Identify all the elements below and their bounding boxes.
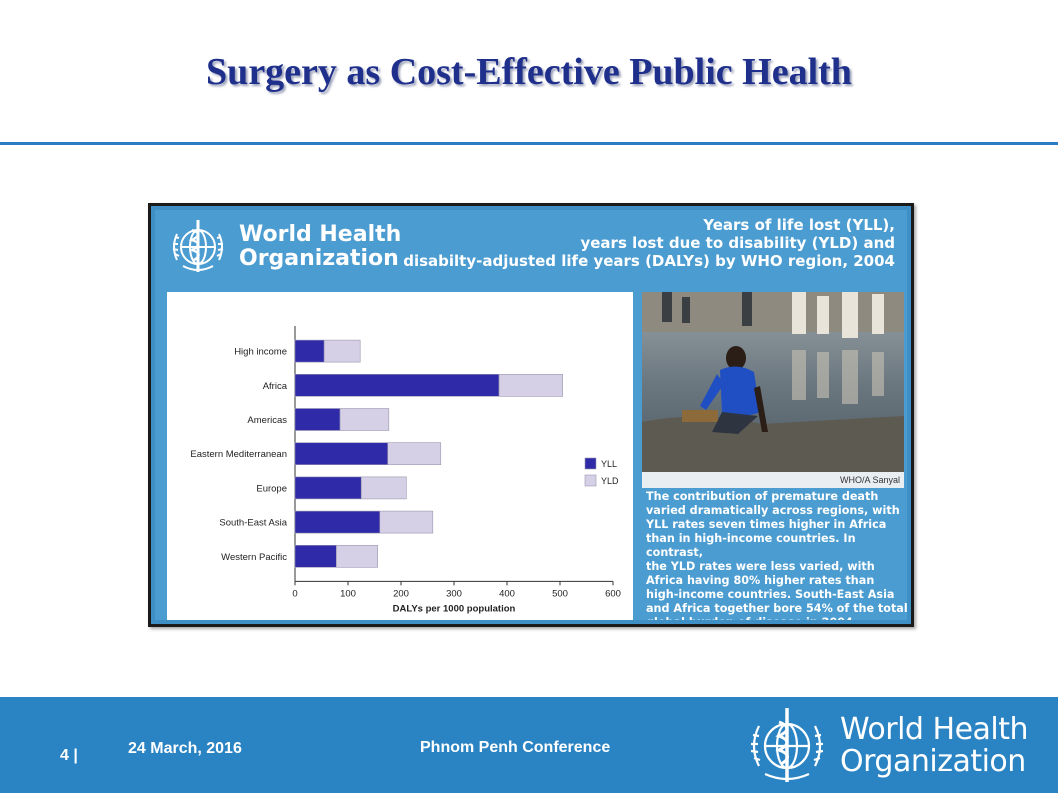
caption-line: high-income countries. South-East Asia: [646, 588, 895, 601]
footer-org-name-line2: Organization: [840, 744, 1026, 779]
legend-swatch-yld: [584, 474, 597, 487]
bar-yll-1: [294, 374, 500, 397]
daly-bar-chart: High income Africa Americas Eastern Mediter…: [190, 326, 621, 614]
page-number: 4 |: [60, 747, 78, 764]
caption-line: than in high-income countries. In contra…: [646, 532, 856, 559]
legend-label-yld: YLD: [601, 476, 619, 486]
bar-yld-2: [339, 408, 390, 431]
who-emblem-icon: [750, 708, 824, 782]
caption-line: varied dramatically across regions, with: [646, 504, 900, 517]
caption-line: global burden of disease in 2004,: [646, 616, 907, 620]
caption-line: and Africa together bore 54% of the tota…: [646, 602, 907, 615]
bar-yld-3: [387, 442, 442, 465]
category-label-0: High income: [234, 347, 287, 358]
event-name: Phnom Penh Conference: [420, 739, 611, 756]
footer-divider: [0, 693, 1058, 697]
photo-boy-in-flood: [642, 292, 904, 472]
bar-yld-1: [498, 374, 563, 397]
bar-yld-4: [360, 476, 407, 500]
category-label-4: Europe: [256, 483, 287, 494]
category-label-3: Eastern Mediterranean: [190, 449, 287, 460]
legend-label-yll: YLL: [601, 459, 617, 469]
x-tick-label-3: 300: [446, 588, 462, 599]
poster-heading-line1: Years of life lost (YLL),: [703, 216, 895, 234]
bar-yll-4: [294, 476, 362, 500]
poster-heading: Years of life lost (YLL), years lost due…: [403, 216, 895, 270]
poster-heading-line2: years lost due to disability (YLD) and: [580, 234, 895, 252]
title-divider: [0, 142, 1058, 145]
category-label-6: Western Pacific: [221, 552, 287, 563]
category-label-2: Americas: [247, 415, 287, 426]
bar-yll-2: [294, 408, 341, 431]
bar-yll-5: [294, 510, 381, 534]
poster-heading-line3: disabilty-adjusted life years (DALYs) by…: [403, 252, 895, 270]
photo-credit: WHO/A Sanyal: [642, 472, 904, 488]
who-emblem-icon: [172, 220, 224, 272]
poster-org-name-line2: Organization: [239, 246, 399, 271]
x-tick-label-4: 400: [499, 588, 515, 599]
x-tick-label-2: 200: [393, 588, 409, 599]
caption-line: Africa having 80% higher rates than: [646, 574, 875, 587]
x-tick-label-6: 600: [605, 588, 621, 599]
chart-panel: High income Africa Americas Eastern Mediter…: [167, 292, 633, 620]
x-tick-label-5: 500: [552, 588, 568, 599]
slide-footer: 4 | 24 March, 2016 Phnom Penh Conference: [0, 697, 1058, 793]
slide-title: Surgery as Cost-Effective Public Health: [206, 51, 852, 93]
bar-yll-6: [294, 545, 337, 568]
poster-caption: The contribution of premature death varie…: [646, 490, 907, 620]
category-label-5: South-East Asia: [219, 518, 287, 529]
bar-yld-6: [336, 545, 378, 568]
legend-swatch-yll: [584, 457, 597, 470]
caption-line: the YLD rates were less varied, with: [646, 560, 875, 573]
x-axis-title: DALYs per 1000 population: [393, 603, 516, 614]
x-tick-label-1: 100: [340, 588, 356, 599]
presentation-date: 24 March, 2016: [128, 740, 242, 757]
bar-yld-5: [379, 510, 434, 534]
caption-line: The contribution of premature death: [646, 490, 879, 503]
who-poster: World Health Organization Years of life …: [148, 203, 914, 627]
bar-yld-0: [323, 339, 361, 363]
category-label-1: Africa: [263, 381, 288, 392]
poster-org-name-line1: World Health: [239, 222, 402, 247]
caption-line: YLL rates seven times higher in Africa: [646, 518, 887, 531]
footer-org-name-line1: World Health: [840, 712, 1029, 747]
poster-background: World Health Organization Years of life …: [155, 210, 907, 620]
x-tick-label-0: 0: [292, 588, 297, 599]
bar-yll-3: [294, 442, 389, 465]
bar-yll-0: [294, 339, 325, 363]
